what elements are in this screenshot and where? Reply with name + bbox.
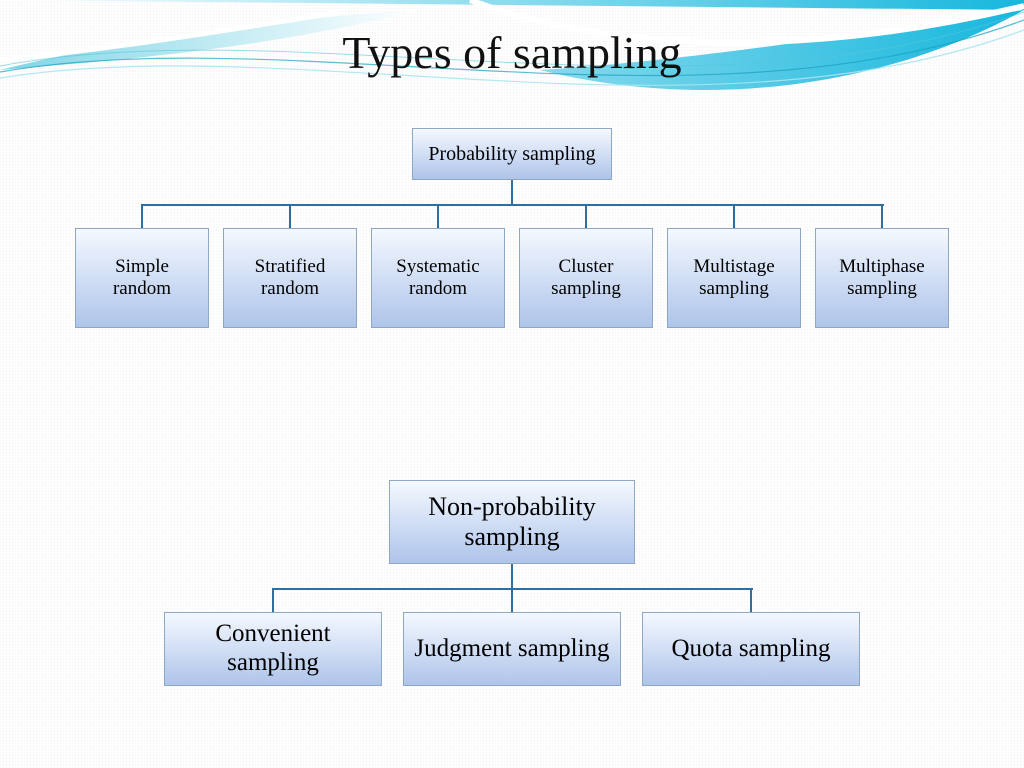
slide-title: Types of sampling	[0, 26, 1024, 79]
connector-line	[437, 204, 439, 228]
tree-child-node: Judgment sampling	[403, 612, 621, 686]
connector-line	[273, 588, 753, 590]
connector-line	[511, 588, 513, 612]
tree-child-node: Cluster sampling	[519, 228, 653, 328]
connector-line	[511, 564, 513, 588]
connector-line	[585, 204, 587, 228]
tree-child-node: Multiphase sampling	[815, 228, 949, 328]
tree-root-node: Probability sampling	[412, 128, 612, 180]
tree-child-node: Systematic random	[371, 228, 505, 328]
connector-line	[141, 204, 143, 228]
connector-line	[511, 180, 513, 204]
tree-root-node: Non-probability sampling	[389, 480, 635, 564]
connector-line	[142, 204, 884, 206]
connector-line	[750, 588, 752, 612]
tree-child-node: Quota sampling	[642, 612, 860, 686]
tree-children-row: Simple randomStratified randomSystematic…	[75, 228, 949, 328]
tree-child-node: Convenient sampling	[164, 612, 382, 686]
tree-nonprobability: Non-probability samplingConvenient sampl…	[164, 480, 860, 564]
connector-line	[289, 204, 291, 228]
connector-line	[881, 204, 883, 228]
connector-line	[733, 204, 735, 228]
tree-child-node: Simple random	[75, 228, 209, 328]
tree-children-row: Convenient sampling Judgment sampling Quot…	[164, 612, 860, 686]
connector-line	[272, 588, 274, 612]
tree-child-node: Stratified random	[223, 228, 357, 328]
tree-probability: Probability samplingSimple randomStratif…	[74, 128, 950, 180]
tree-child-node: Multistage sampling	[667, 228, 801, 328]
